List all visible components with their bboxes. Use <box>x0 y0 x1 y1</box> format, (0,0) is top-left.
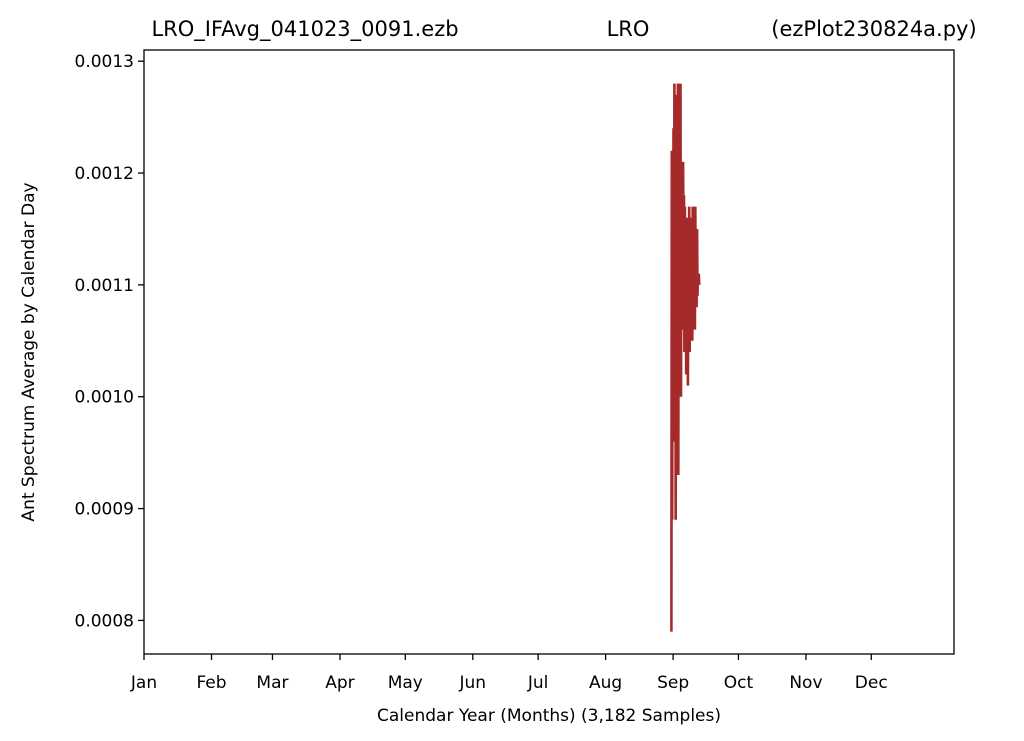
chart-title-filename: LRO_IFAvg_041023_0091.ezb <box>151 17 458 42</box>
chart-title-script: (ezPlot230824a.py) <box>771 17 976 41</box>
y-tick-label: 0.0008 <box>75 611 134 631</box>
x-tick-label: Nov <box>789 673 822 693</box>
x-tick-label: Apr <box>325 673 354 693</box>
y-tick-label: 0.0010 <box>75 388 134 408</box>
plot-area-frame <box>143 49 955 655</box>
x-tick-label: Jun <box>459 673 487 693</box>
x-tick-label: Aug <box>589 673 622 693</box>
x-tick-label: Jan <box>130 673 157 693</box>
x-tick-label: Mar <box>256 673 288 693</box>
y-tick-label: 0.0013 <box>75 52 134 72</box>
x-tick-label: Dec <box>855 673 888 693</box>
y-tick-label: 0.0011 <box>75 276 134 296</box>
x-axis-label: Calendar Year (Months) (3,182 Samples) <box>377 706 721 726</box>
x-tick-label: Sep <box>657 673 689 693</box>
x-tick-label: Jul <box>527 673 549 693</box>
y-axis-ticks: 0.0008 0.0009 0.0010 0.0011 0.0012 0.0013 <box>75 52 144 631</box>
y-tick-label: 0.0012 <box>75 164 134 184</box>
plot-layer <box>670 83 701 632</box>
y-tick-label: 0.0009 <box>75 500 134 520</box>
x-tick-label: May <box>388 673 423 693</box>
chart-title-station: LRO <box>607 17 650 41</box>
x-axis-ticks: Jan Feb Mar Apr May Jun Jul Aug Sep Oct Nov Dec <box>130 654 888 693</box>
y-axis-label: Ant Spectrum Average by Calendar Day <box>19 182 39 521</box>
series-line <box>670 83 701 632</box>
x-tick-label: Oct <box>724 673 754 693</box>
x-tick-label: Feb <box>196 673 226 693</box>
